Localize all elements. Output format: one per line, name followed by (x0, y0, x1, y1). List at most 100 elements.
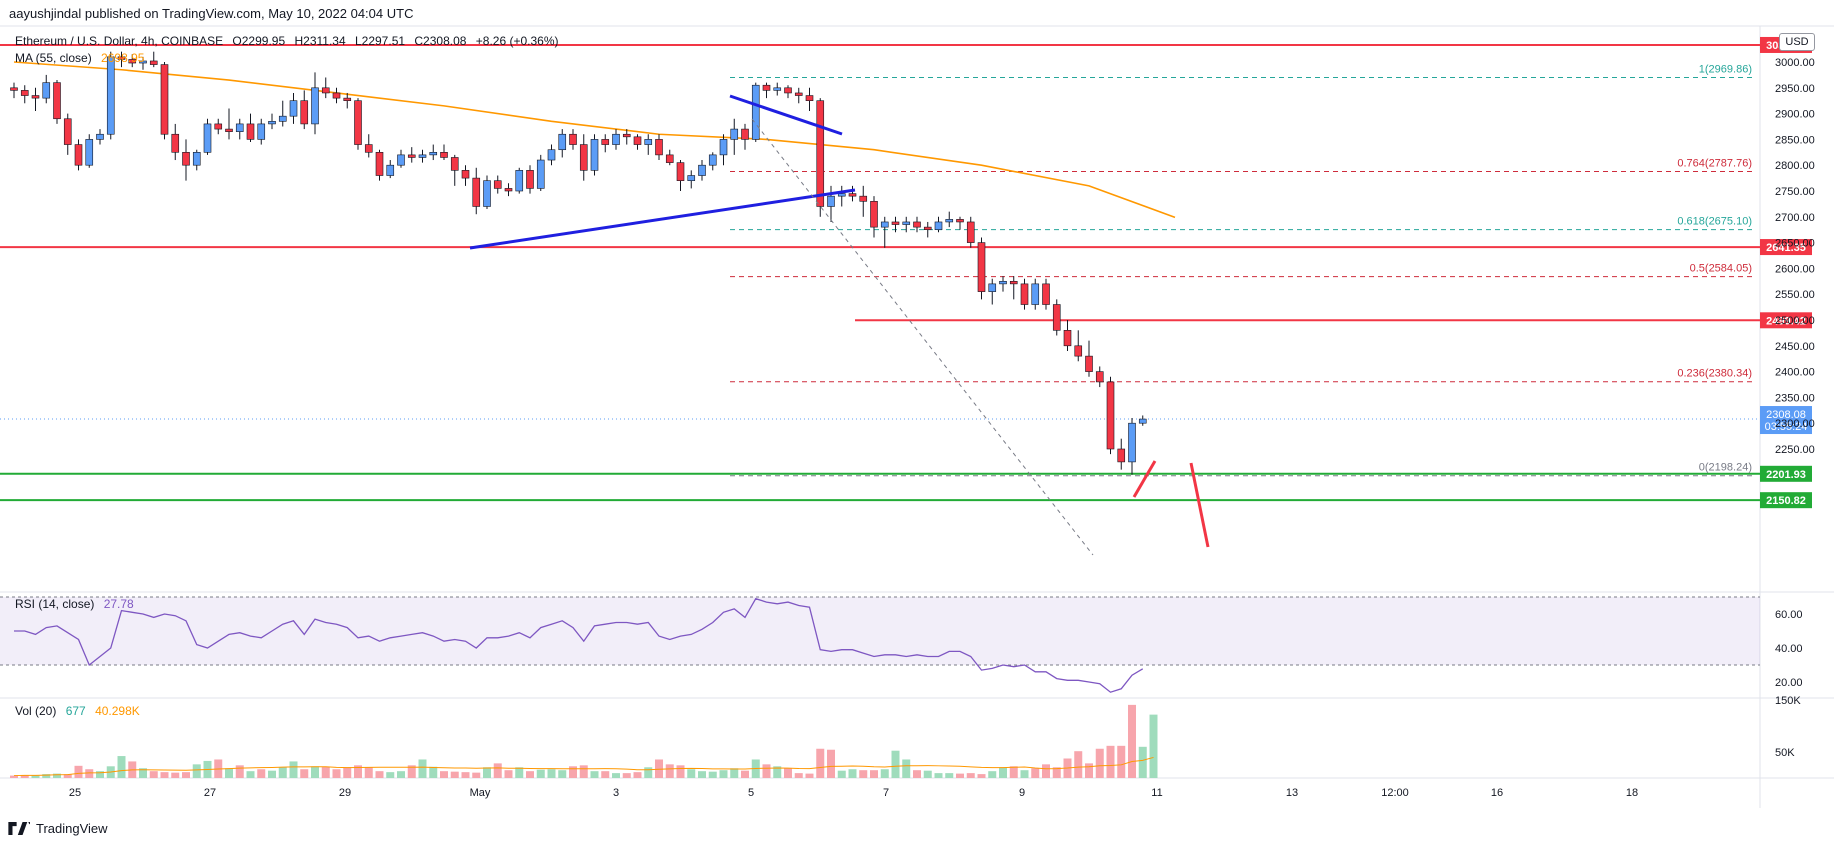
candle-body (870, 201, 878, 228)
time-tick-label: 13 (1286, 787, 1298, 799)
candle-body (53, 82, 61, 120)
candle-body (633, 136, 642, 145)
time-tick-label: 12:00 (1381, 787, 1409, 799)
level-lines: 3033.012641.352499.422201.932150.821(296… (0, 36, 1812, 509)
candle-body (139, 60, 147, 64)
ma-legend[interactable]: MA (55, close) 2698.95 (15, 51, 150, 65)
candle-body (483, 180, 491, 207)
rsi-value: 27.78 (103, 597, 134, 611)
time-tick-label: 11 (1151, 787, 1162, 799)
time-tick-label: 29 (339, 787, 351, 799)
volume-bar (289, 761, 298, 778)
time-tick-label: 5 (748, 787, 754, 799)
volume-bar (956, 773, 964, 778)
level-tag-label: 2641.35 (1766, 242, 1806, 254)
level-tag (1760, 239, 1812, 256)
volume-bar (364, 767, 373, 778)
upper-trendline (729, 94, 843, 136)
candle-body (579, 144, 588, 171)
candle-body (117, 56, 126, 60)
candle-body (1138, 418, 1147, 424)
level-tag (1760, 465, 1812, 482)
tradingview-logo[interactable]: TradingView (8, 821, 108, 836)
candle-body (429, 152, 438, 156)
level-tag-label: 2499.42 (1766, 315, 1806, 327)
volume-bar (332, 769, 341, 778)
volume-bar (923, 770, 932, 778)
rsi-tick-label: 20.00 (1775, 677, 1803, 689)
symbol-title[interactable]: Ethereum / U.S. Dollar, 4h, COINBASE (15, 34, 224, 48)
candle-body (816, 100, 825, 207)
volume-bar (31, 775, 40, 778)
volume-bar (1020, 770, 1029, 778)
price-tick-label: 2900.00 (1775, 109, 1815, 121)
candle-body (182, 152, 190, 166)
ohlc-open: O2299.95 (232, 34, 286, 48)
volume-bar (590, 771, 599, 778)
fib-level-label: 0.618(2675.10) (1677, 216, 1752, 228)
volume-tick-label: 150K (1775, 695, 1801, 707)
candle-body (149, 60, 158, 65)
volume-bar (1106, 745, 1115, 778)
rising-trendline (469, 188, 856, 250)
ohlc-close: C2308.08 (414, 34, 467, 48)
rsi-band (0, 597, 1760, 665)
current-price-tag (1760, 406, 1812, 435)
candle-body (698, 164, 706, 176)
candle-body (558, 133, 567, 151)
volume-bar (321, 766, 330, 778)
currency-button[interactable]: USD (1779, 33, 1815, 51)
volume-bar (149, 771, 158, 778)
candle-body (837, 193, 846, 197)
volume-bar (902, 759, 911, 778)
candle-body (1095, 371, 1104, 383)
volume-bar (1138, 746, 1147, 778)
volume-bar (42, 774, 51, 778)
candle-body (300, 100, 309, 125)
volume-bar (1085, 763, 1093, 778)
candle-body (590, 139, 599, 171)
candle-body (171, 133, 180, 153)
volume-bar (988, 771, 997, 778)
grid-lines (0, 25, 1834, 808)
volume-bar (171, 772, 180, 778)
rsi-tick-label: 40.00 (1775, 643, 1803, 655)
tradingview-logo-icon (8, 822, 30, 835)
candle-body (246, 123, 255, 140)
level-tag-label: 2150.82 (1766, 495, 1806, 507)
price-axis: 2250.00 2300.00 2350.00 2400.00 2450.00 2500.… (1775, 57, 1815, 456)
candle-body (665, 154, 674, 163)
volume-bar (536, 769, 545, 778)
volume-bar (934, 773, 943, 778)
volume-bar (547, 769, 556, 778)
ohlc-low: L2297.51 (354, 34, 406, 48)
drawing-annotations (469, 94, 1210, 556)
candle-body (1020, 283, 1029, 305)
countdown-label: 03:55:24 (1765, 421, 1808, 433)
time-tick-label: 3 (613, 787, 619, 799)
volume-bar (182, 772, 190, 778)
price-tick-label: 2850.00 (1775, 134, 1815, 146)
candle-body (655, 139, 663, 156)
vol-ma-value: 40.298K (95, 704, 140, 718)
volume-bar (63, 774, 72, 778)
time-tick-label: 25 (69, 787, 81, 799)
candle-body (1031, 283, 1040, 305)
candle-body (751, 84, 760, 140)
candle-body (10, 87, 18, 91)
candle-body (1063, 330, 1072, 347)
volume-bar (665, 764, 674, 778)
rsi-line (14, 597, 1144, 693)
rsi-legend[interactable]: RSI (14, close) 27.78 (15, 597, 140, 611)
candle-body (784, 87, 792, 94)
volume-bar (730, 768, 739, 778)
volume-bar (10, 775, 18, 778)
candle-body (1042, 283, 1050, 305)
candle-body (504, 188, 513, 192)
candle-body (472, 177, 481, 207)
candle-body (1074, 345, 1083, 357)
volume-legend[interactable]: Vol (20) 677 40.298K (15, 704, 146, 718)
volume-bar (622, 773, 631, 778)
candle-body (687, 175, 696, 181)
candle-body (364, 144, 373, 153)
